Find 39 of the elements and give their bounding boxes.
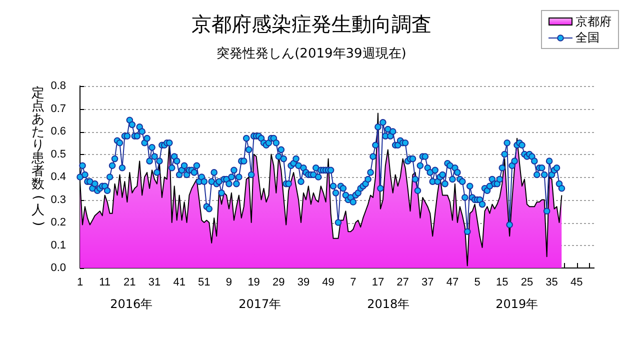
x-tick-label: 17	[372, 276, 384, 289]
x-tick-label: 5	[474, 276, 480, 289]
x-tick-label: 25	[520, 276, 534, 289]
x-tick-label: 1	[76, 276, 84, 289]
text: 2019年	[496, 297, 538, 312]
y-tick-label: 0.5	[50, 148, 66, 160]
text: 2017年	[238, 297, 282, 312]
y-tick-label: 0.8	[50, 80, 66, 92]
x-tick-label: 21	[124, 276, 136, 289]
x-tick-label: 37	[422, 276, 434, 289]
y-tick-label: 0.0	[50, 262, 66, 274]
x-tick-label: 15	[496, 276, 508, 289]
text: 定点あたり患者数(人)	[30, 86, 46, 226]
x-tick-label: 41	[173, 276, 186, 289]
legend-label: 全国	[576, 30, 600, 45]
x-tick-label: 19	[248, 276, 260, 289]
x-tick-label: 9	[226, 276, 232, 289]
y-tick-label: 0.4	[50, 171, 66, 184]
x-tick-label: 29	[272, 276, 285, 289]
y-tick-label: 0.3	[50, 194, 66, 206]
chart-title: 京都府感染症発生動向調査	[192, 12, 432, 36]
x-tick-label: 45	[570, 276, 583, 289]
x-tick-label: 51	[198, 276, 210, 289]
x-tick-label: 31	[148, 276, 161, 289]
legend-label: 京都府	[576, 14, 612, 29]
x-tick-label: 49	[322, 276, 334, 289]
text: 2018年	[367, 297, 410, 312]
x-tick-label: 35	[546, 276, 558, 289]
y-tick-label: 0.1	[50, 239, 66, 252]
y-tick-label: 0.6	[50, 126, 66, 138]
x-tick-label: 47	[446, 276, 459, 289]
chart-subtitle: 突発性発しん(2019年39週現在)	[216, 46, 406, 62]
x-tick-label: 39	[297, 276, 310, 289]
x-tick-label: 7	[350, 276, 356, 289]
y-tick-label: 0.2	[50, 216, 66, 229]
x-tick-label: 27	[396, 276, 409, 289]
text: 2016年	[110, 297, 153, 312]
x-tick-label: 11	[99, 276, 111, 289]
y-tick-label: 0.7	[50, 102, 66, 115]
